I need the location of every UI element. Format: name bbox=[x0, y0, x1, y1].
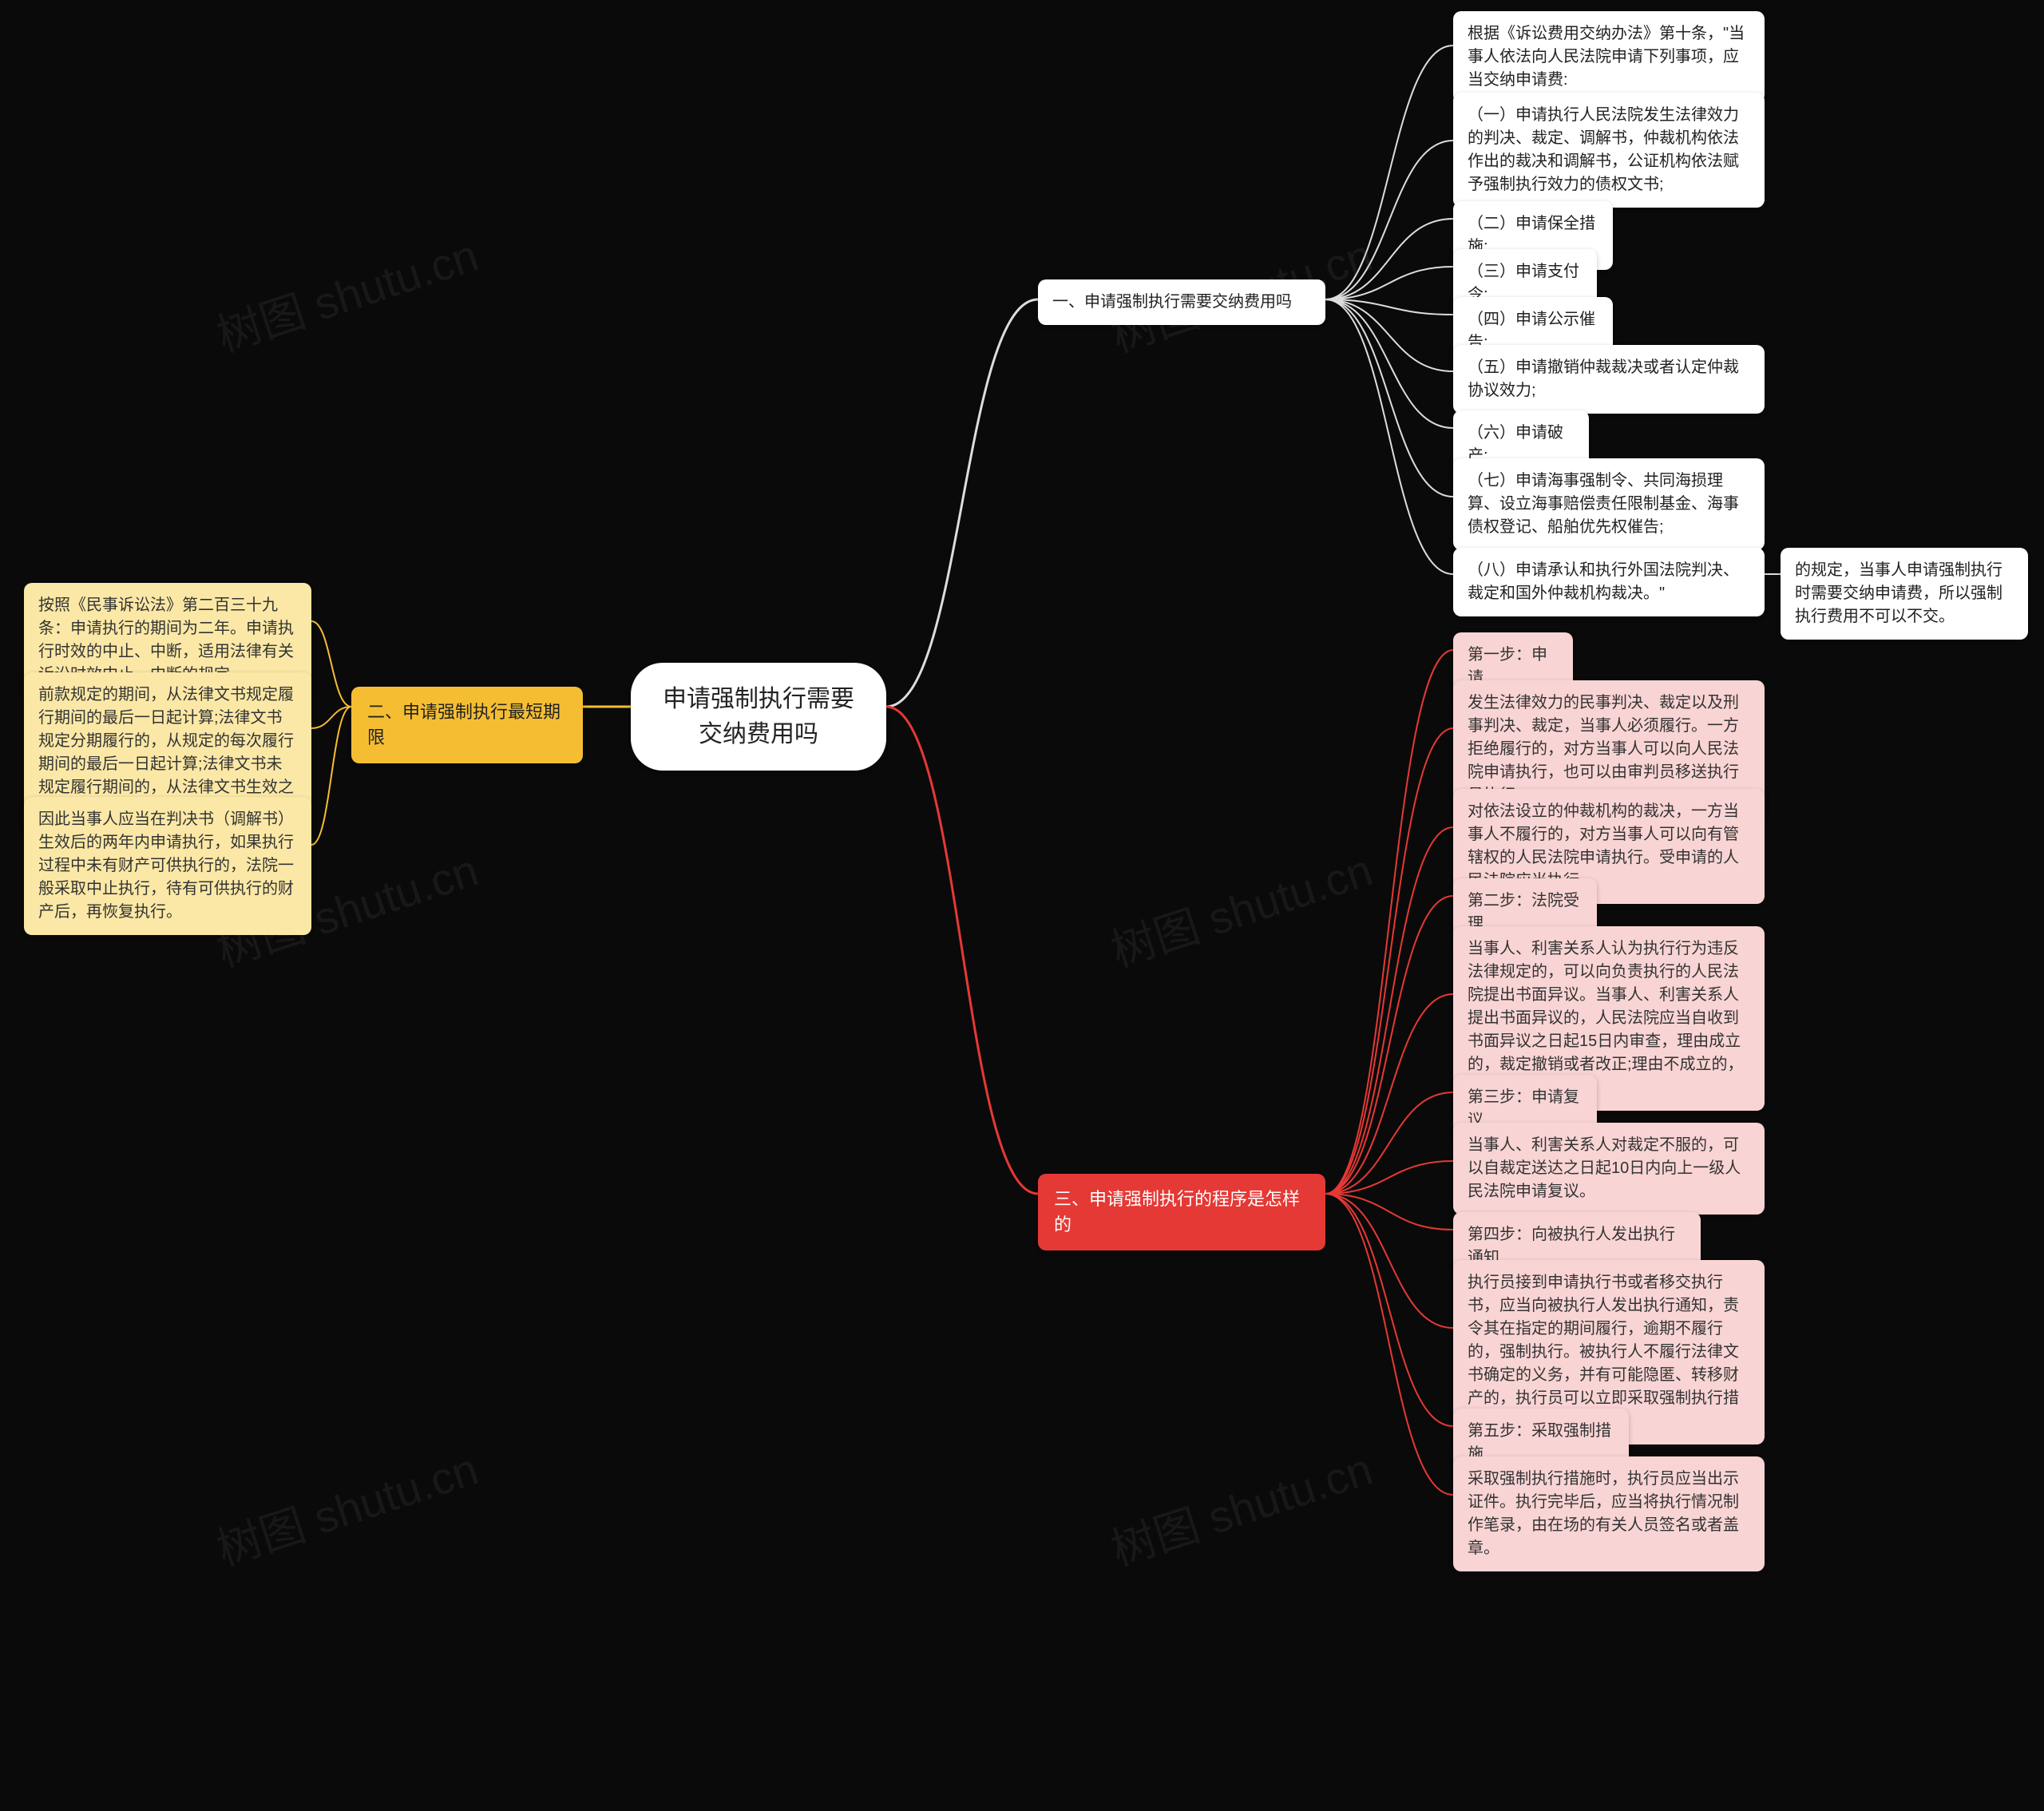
branch-1-leaf: （五）申请撤销仲裁裁决或者认定仲裁协议效力; bbox=[1453, 345, 1765, 414]
root-node: 申请强制执行需要交纳费用吗 bbox=[631, 663, 886, 771]
branch-1-leaf: 根据《诉讼费用交纳办法》第十条，"当事人依法向人民法院申请下列事项，应当交纳申请… bbox=[1453, 11, 1765, 103]
branch-2-leaf: 因此当事人应当在判决书（调解书）生效后的两年内申请执行，如果执行过程中未有财产可… bbox=[24, 797, 311, 935]
branch-3-leaf: 当事人、利害关系人对裁定不服的，可以自裁定送达之日起10日内向上一级人民法院申请… bbox=[1453, 1123, 1765, 1215]
branch-1-leaf: （七）申请海事强制令、共同海损理算、设立海事赔偿责任限制基金、海事债权登记、船舶… bbox=[1453, 458, 1765, 550]
branch-1-leaf: （一）申请执行人民法院发生法律效力的判决、裁定、调解书，仲裁机构依法作出的裁决和… bbox=[1453, 93, 1765, 208]
branch-2-node: 二、申请强制执行最短期限 bbox=[351, 687, 583, 763]
branch-1-node: 一、申请强制执行需要交纳费用吗 bbox=[1038, 279, 1325, 325]
branch-3-leaf: 采取强制执行措施时，执行员应当出示证件。执行完毕后，应当将执行情况制作笔录，由在… bbox=[1453, 1456, 1765, 1571]
branch-1-leaf: （八）申请承认和执行外国法院判决、裁定和国外仲裁机构裁决。" bbox=[1453, 548, 1765, 616]
branch-1-leaf-child: 的规定，当事人申请强制执行时需要交纳申请费，所以强制执行费用不可以不交。 bbox=[1781, 548, 2028, 640]
branch-3-node: 三、申请强制执行的程序是怎样的 bbox=[1038, 1174, 1325, 1250]
